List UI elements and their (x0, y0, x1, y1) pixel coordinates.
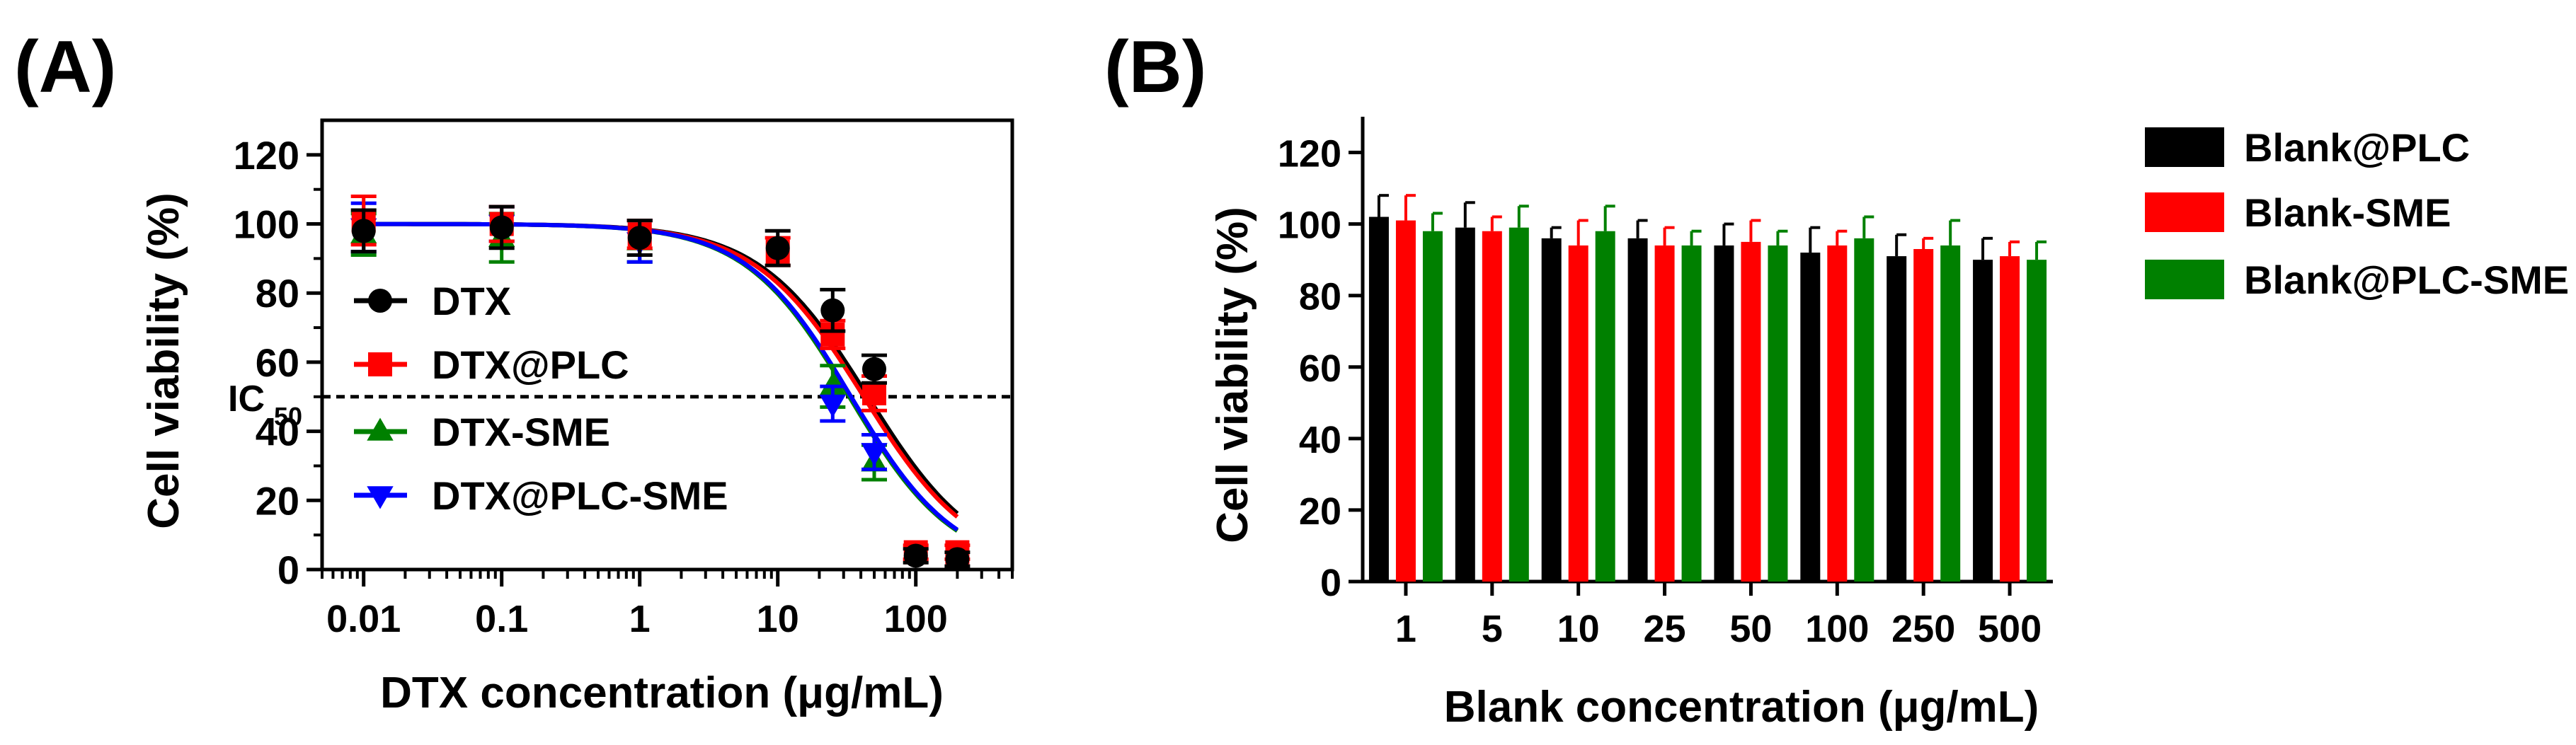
plot-area-b: 0 20 40 60 80 100 120 1 5 10 25 50 100 250 500 (1278, 117, 2053, 650)
bar (1422, 231, 1443, 582)
data-point (903, 543, 928, 568)
y-tick-label-a: 120 (234, 133, 299, 178)
bar (1800, 253, 1821, 582)
legend-label-a: DTX-SME (432, 410, 610, 454)
bar (1827, 245, 1848, 582)
x-tick-label-a: 1 (629, 598, 651, 640)
data-point (819, 372, 846, 395)
data-point (820, 298, 845, 323)
bar (1595, 231, 1615, 582)
data-point (862, 357, 886, 381)
legend-marker-a (367, 486, 394, 509)
bar (1395, 220, 1416, 582)
y-tick-label-b: 100 (1278, 204, 1341, 247)
legend-marker-a (367, 417, 394, 441)
y-tick-label-b: 120 (1278, 133, 1341, 175)
bar (1568, 245, 1588, 582)
x-tick-label-b: 25 (1644, 608, 1686, 650)
bar (1368, 216, 1389, 582)
x-axis-label-b: Blank concentration (μg/mL) (1444, 683, 2039, 732)
bar (1654, 245, 1675, 582)
bar (1627, 238, 1648, 582)
bar (1913, 248, 1934, 582)
legend-swatch-b (2145, 192, 2224, 232)
data-point (351, 219, 376, 243)
bar (1940, 245, 1961, 582)
x-tick-label-b: 1 (1395, 608, 1416, 650)
panel-label-b: (B) (1104, 26, 1206, 108)
data-point (489, 215, 514, 240)
x-tick-label-b: 50 (1729, 608, 1772, 650)
x-tick-label-a: 0.01 (326, 598, 401, 640)
bar (1509, 227, 1529, 582)
data-point (765, 236, 790, 260)
data-point (862, 381, 886, 405)
legend-b: Blank@PLC Blank-SME Blank@PLC-SME (2145, 125, 2569, 302)
legend-marker-a (368, 289, 392, 313)
panel-b: (B) Cell viability (%) Blank concentrati… (1104, 26, 2053, 732)
data-point (627, 226, 652, 250)
plot-area-a: 0 20 40 60 80 100 120 0.01 0.1 1 10 100 IC 50 DTX DTX@P… (228, 118, 1014, 640)
legend-label-a: DTX@PLC (432, 342, 629, 387)
data-point (945, 547, 970, 572)
bar (1455, 227, 1475, 582)
bar (1681, 245, 1702, 582)
x-tick-label-b: 500 (1978, 608, 2042, 650)
panel-label-a: (A) (14, 26, 116, 108)
bar (1768, 245, 1788, 582)
fit-curve-dtx-plc-sme (363, 221, 959, 532)
x-tick-label-b: 100 (1805, 608, 1869, 650)
panel-a: (A) Cell viability (%) DTX concentration… (14, 26, 1014, 717)
plot-frame-a (320, 118, 1014, 572)
x-tick-label-b: 250 (1891, 608, 1955, 650)
legend-label-b: Blank@PLC (2244, 125, 2470, 170)
bar (1973, 260, 1993, 582)
bar (1714, 245, 1734, 582)
y-tick-label-a: 20 (256, 478, 299, 523)
x-tick-label-a: 100 (884, 598, 948, 640)
bar (1482, 231, 1502, 582)
y-tick-label-a: 60 (256, 340, 299, 385)
ic50-label-subscript: 50 (274, 402, 302, 431)
data-point (819, 394, 846, 418)
bar (2027, 260, 2047, 582)
bar (1854, 238, 1874, 582)
bar (1541, 238, 1562, 582)
y-tick-label-b: 0 (1320, 562, 1341, 604)
y-axis-label-b: Cell viability (%) (1208, 207, 1257, 543)
data-point (861, 443, 888, 466)
y-tick-label-b: 40 (1299, 419, 1341, 461)
x-axis-label-a: DTX concentration (μg/mL) (380, 669, 944, 717)
legend-swatch-b (2145, 127, 2224, 167)
y-tick-label-a: 0 (277, 548, 299, 592)
y-tick-label-a: 40 (256, 410, 299, 454)
legend-label-b: Blank@PLC-SME (2244, 258, 2569, 302)
y-tick-label-a: 100 (234, 202, 299, 247)
legend-swatch-b (2145, 260, 2224, 299)
y-tick-label-b: 80 (1299, 276, 1341, 318)
y-tick-label-a: 80 (256, 271, 299, 316)
y-tick-label-b: 60 (1299, 347, 1341, 390)
x-tick-label-b: 10 (1557, 608, 1600, 650)
legend-marker-a (368, 352, 392, 376)
bar (2000, 256, 2020, 582)
legend-label-a: DTX (432, 279, 511, 323)
x-tick-label-a: 0.1 (475, 598, 528, 640)
x-tick-label-a: 10 (757, 598, 799, 640)
legend-label-a: DTX@PLC-SME (432, 473, 728, 518)
bar (1741, 241, 1761, 582)
y-tick-label-b: 20 (1299, 490, 1341, 533)
y-axis-label-a: Cell viability (%) (139, 192, 188, 529)
bar (1887, 256, 1907, 582)
ic50-label: IC (228, 379, 265, 420)
legend-label-b: Blank-SME (2244, 190, 2451, 235)
x-tick-label-b: 5 (1482, 608, 1503, 650)
